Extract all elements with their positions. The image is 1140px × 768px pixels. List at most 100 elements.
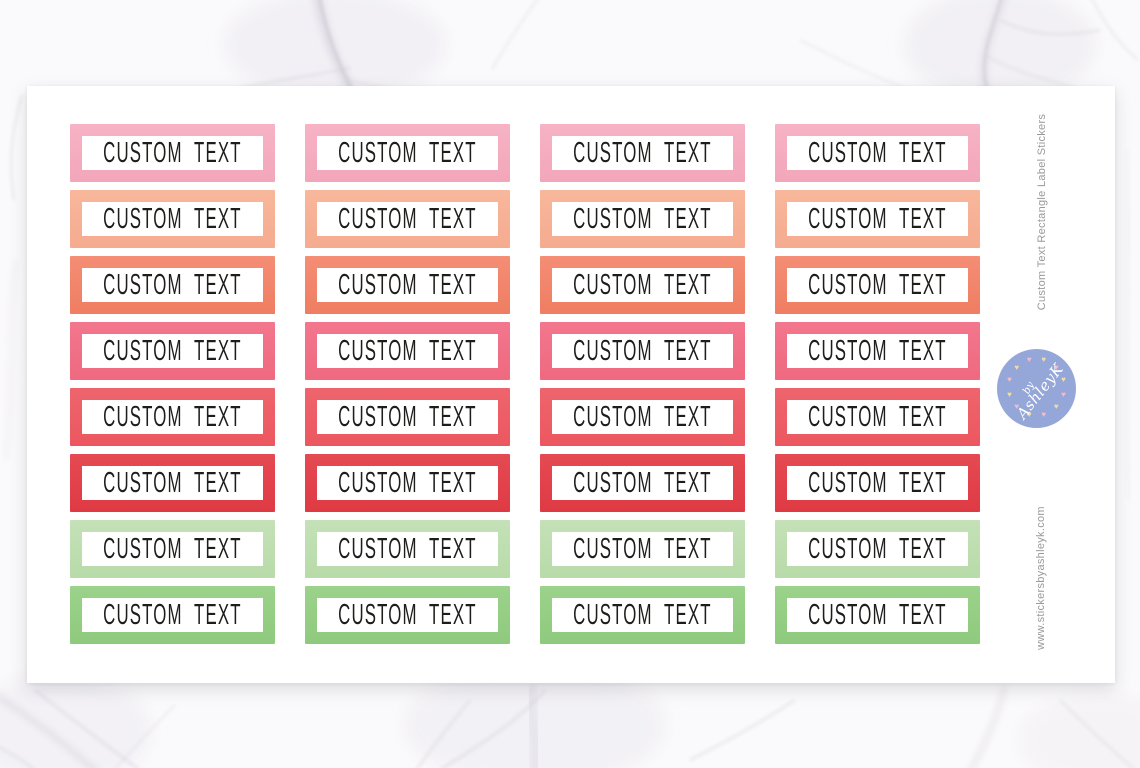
sticker-label: CUSTOM TEXT <box>808 203 947 235</box>
sticker-label: CUSTOM TEXT <box>103 269 242 301</box>
sticker-label: CUSTOM TEXT <box>573 467 712 499</box>
sticker-inner: CUSTOM TEXT <box>317 532 498 566</box>
sticker-peach: CUSTOM TEXT <box>775 190 980 248</box>
sticker-inner: CUSTOM TEXT <box>787 334 968 368</box>
sticker-label: CUSTOM TEXT <box>338 335 477 367</box>
sticker-label: CUSTOM TEXT <box>573 203 712 235</box>
sticker-pink: CUSTOM TEXT <box>305 124 510 182</box>
sticker-label: CUSTOM TEXT <box>338 599 477 631</box>
sticker-peach: CUSTOM TEXT <box>305 190 510 248</box>
sticker-green: CUSTOM TEXT <box>540 586 745 644</box>
sticker-label: CUSTOM TEXT <box>103 137 242 169</box>
sticker-green: CUSTOM TEXT <box>70 586 275 644</box>
sticker-label: CUSTOM TEXT <box>103 467 242 499</box>
sticker-label: CUSTOM TEXT <box>338 401 477 433</box>
sticker-pink: CUSTOM TEXT <box>540 124 745 182</box>
heart-icon: ♥ <box>1026 355 1032 365</box>
sticker-inner: CUSTOM TEXT <box>787 400 968 434</box>
sticker-light-green: CUSTOM TEXT <box>775 520 980 578</box>
sticker-soft-red: CUSTOM TEXT <box>540 388 745 446</box>
heart-icon: ♥ <box>1061 375 1066 385</box>
sticker-watermelon: CUSTOM TEXT <box>305 322 510 380</box>
sticker-inner: CUSTOM TEXT <box>317 202 498 236</box>
sticker-light-green: CUSTOM TEXT <box>70 520 275 578</box>
sticker-label: CUSTOM TEXT <box>573 335 712 367</box>
sticker-inner: CUSTOM TEXT <box>552 532 733 566</box>
sticker-coral: CUSTOM TEXT <box>70 256 275 314</box>
sticker-red: CUSTOM TEXT <box>540 454 745 512</box>
sticker-label: CUSTOM TEXT <box>808 137 947 169</box>
sticker-inner: CUSTOM TEXT <box>82 598 263 632</box>
sticker-watermelon: CUSTOM TEXT <box>775 322 980 380</box>
sticker-label: CUSTOM TEXT <box>808 335 947 367</box>
sticker-green: CUSTOM TEXT <box>305 586 510 644</box>
sticker-label: CUSTOM TEXT <box>573 137 712 169</box>
sticker-inner: CUSTOM TEXT <box>317 268 498 302</box>
heart-icon: ♥ <box>1041 409 1047 419</box>
sticker-inner: CUSTOM TEXT <box>317 400 498 434</box>
heart-icon: ♥ <box>1014 402 1020 412</box>
sticker-label: CUSTOM TEXT <box>103 203 242 235</box>
sticker-label: CUSTOM TEXT <box>103 599 242 631</box>
heart-icon: ♥ <box>1053 402 1059 412</box>
sticker-inner: CUSTOM TEXT <box>317 598 498 632</box>
sticker-soft-red: CUSTOM TEXT <box>305 388 510 446</box>
website-url: www.stickersbyashleyk.com <box>1035 506 1047 650</box>
sticker-inner: CUSTOM TEXT <box>552 334 733 368</box>
heart-icon: ♥ <box>1026 409 1032 419</box>
sticker-light-green: CUSTOM TEXT <box>305 520 510 578</box>
sticker-inner: CUSTOM TEXT <box>317 136 498 170</box>
sticker-inner: CUSTOM TEXT <box>552 268 733 302</box>
sticker-inner: CUSTOM TEXT <box>82 466 263 500</box>
heart-icon: ♥ <box>1014 362 1020 372</box>
sticker-label: CUSTOM TEXT <box>103 335 242 367</box>
sticker-inner: CUSTOM TEXT <box>552 466 733 500</box>
heart-icon: ♥ <box>1041 355 1047 365</box>
sticker-inner: CUSTOM TEXT <box>317 334 498 368</box>
sticker-inner: CUSTOM TEXT <box>82 136 263 170</box>
sticker-red: CUSTOM TEXT <box>70 454 275 512</box>
sticker-inner: CUSTOM TEXT <box>317 466 498 500</box>
sticker-watermelon: CUSTOM TEXT <box>540 322 745 380</box>
sticker-sheet: CUSTOM TEXT CUSTOM TEXT CUSTOM TEXT CUSTOM … <box>27 86 1115 683</box>
sticker-inner: CUSTOM TEXT <box>552 598 733 632</box>
logo-script: by AshleyK <box>981 333 1092 444</box>
sticker-coral: CUSTOM TEXT <box>305 256 510 314</box>
sticker-red: CUSTOM TEXT <box>305 454 510 512</box>
sticker-soft-red: CUSTOM TEXT <box>70 388 275 446</box>
sticker-inner: CUSTOM TEXT <box>82 334 263 368</box>
sticker-label: CUSTOM TEXT <box>573 599 712 631</box>
sticker-label: CUSTOM TEXT <box>808 269 947 301</box>
sticker-peach: CUSTOM TEXT <box>70 190 275 248</box>
heart-icon: ♥ <box>1007 375 1012 385</box>
sticker-label: CUSTOM TEXT <box>573 533 712 565</box>
sticker-pink: CUSTOM TEXT <box>775 124 980 182</box>
sticker-pink: CUSTOM TEXT <box>70 124 275 182</box>
sticker-inner: CUSTOM TEXT <box>787 268 968 302</box>
sticker-label: CUSTOM TEXT <box>573 269 712 301</box>
sticker-inner: CUSTOM TEXT <box>787 466 968 500</box>
sticker-coral: CUSTOM TEXT <box>775 256 980 314</box>
sticker-peach: CUSTOM TEXT <box>540 190 745 248</box>
sticker-grid: CUSTOM TEXT CUSTOM TEXT CUSTOM TEXT CUSTOM … <box>70 124 980 644</box>
sticker-label: CUSTOM TEXT <box>573 401 712 433</box>
sticker-inner: CUSTOM TEXT <box>787 202 968 236</box>
sticker-label: CUSTOM TEXT <box>808 599 947 631</box>
sticker-label: CUSTOM TEXT <box>103 533 242 565</box>
sticker-inner: CUSTOM TEXT <box>787 136 968 170</box>
sticker-label: CUSTOM TEXT <box>338 137 477 169</box>
sticker-label: CUSTOM TEXT <box>338 467 477 499</box>
heart-icon: ♥ <box>1053 362 1059 372</box>
sticker-inner: CUSTOM TEXT <box>787 532 968 566</box>
sticker-label: CUSTOM TEXT <box>103 401 242 433</box>
sticker-inner: CUSTOM TEXT <box>82 268 263 302</box>
heart-icon: ♥ <box>1007 389 1012 399</box>
sticker-inner: CUSTOM TEXT <box>787 598 968 632</box>
sticker-coral: CUSTOM TEXT <box>540 256 745 314</box>
sticker-red: CUSTOM TEXT <box>775 454 980 512</box>
heart-icon: ♥ <box>1061 389 1066 399</box>
brand-logo: ♥ ♥ ♥ ♥ ♥ ♥ ♥ ♥ ♥ ♥ ♥ ♥ by AshleyK <box>997 349 1076 428</box>
sticker-watermelon: CUSTOM TEXT <box>70 322 275 380</box>
sticker-light-green: CUSTOM TEXT <box>540 520 745 578</box>
sticker-label: CUSTOM TEXT <box>338 533 477 565</box>
